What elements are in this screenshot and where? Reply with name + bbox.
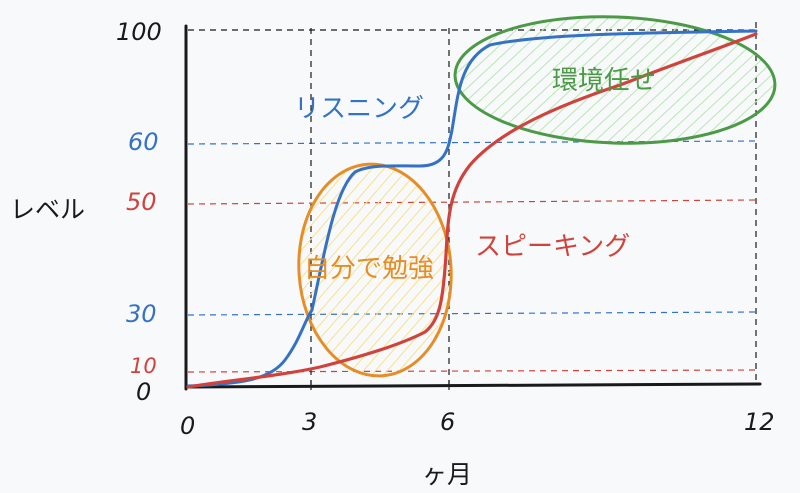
x-tick-label-3: 3 bbox=[302, 408, 318, 436]
speaking-label: スピーキング bbox=[475, 232, 631, 262]
ref-line-10 bbox=[187, 369, 757, 373]
self-study-region bbox=[297, 162, 453, 378]
environment-region bbox=[453, 15, 777, 145]
ref-line-30 bbox=[187, 311, 757, 316]
x-axis bbox=[184, 382, 762, 389]
self-study-label: 自分で勉強 bbox=[304, 254, 435, 284]
y-tick-0: 0 bbox=[136, 378, 152, 406]
y-tick-60: 60 bbox=[128, 128, 159, 156]
environment-label: 環境任せ bbox=[552, 66, 657, 96]
y-axis-title: レベル bbox=[10, 195, 86, 224]
x-tick-label-6: 6 bbox=[440, 408, 456, 436]
y-tick-100: 100 bbox=[116, 18, 162, 46]
y-tick-50: 50 bbox=[126, 188, 157, 216]
listening-label: リスニング bbox=[294, 94, 425, 124]
x-axis-title: ヶ月 bbox=[422, 460, 473, 489]
listening-curve bbox=[186, 29, 758, 388]
y-tick-30: 30 bbox=[126, 300, 157, 328]
x-tick-label-12: 12 bbox=[744, 408, 775, 436]
speaking-curve bbox=[186, 32, 758, 389]
y-tick-10: 10 bbox=[130, 354, 157, 378]
ref-line-50 bbox=[187, 199, 757, 205]
x-tick-label-0: 0 bbox=[180, 412, 196, 440]
